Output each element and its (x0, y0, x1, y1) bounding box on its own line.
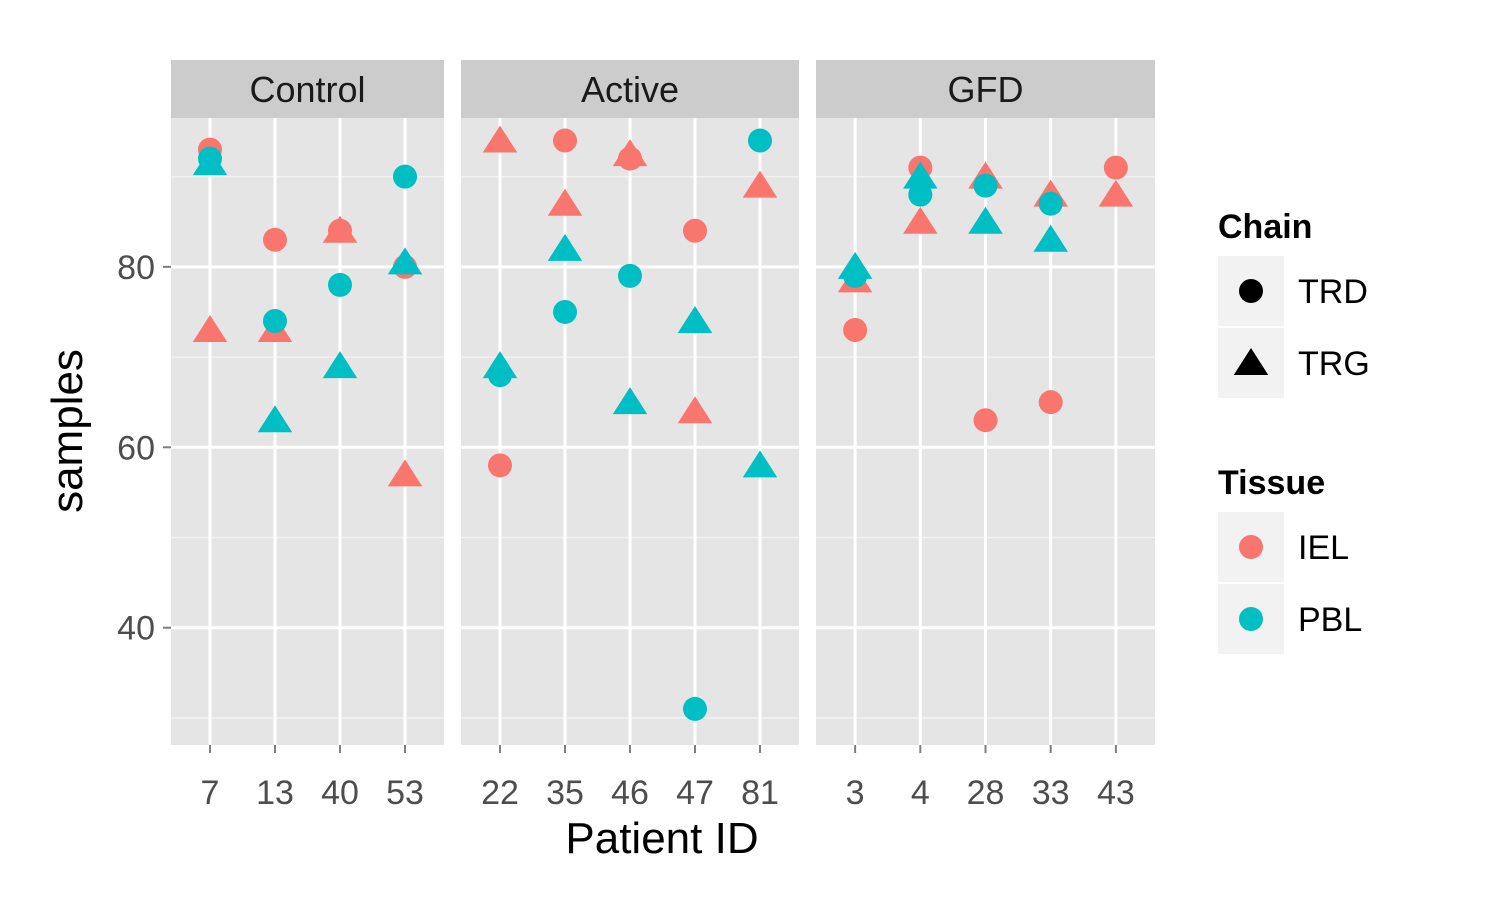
x-tick-label: 28 (967, 774, 1005, 812)
point-iel-trd (683, 218, 707, 243)
point-pbl-trd (1038, 191, 1063, 216)
point-pbl-trd (683, 696, 707, 721)
facet-strip (816, 60, 1155, 118)
points (482, 125, 778, 721)
point-iel-trg (1098, 179, 1134, 207)
point-pbl-trd (618, 263, 642, 288)
point-iel-trg (677, 396, 713, 424)
legend-circle-key (1239, 279, 1263, 303)
point-pbl-trg (742, 450, 778, 478)
point-pbl-trd (908, 182, 933, 207)
panel-control: 7 13 40 53 Control (171, 60, 444, 812)
point-pbl-trg (192, 148, 228, 176)
legend-circle-key (1239, 535, 1263, 559)
point-iel-trd (1038, 390, 1063, 415)
x-tick-label: 43 (1097, 774, 1135, 812)
facet-strip (461, 60, 799, 118)
legend-chain: Chain TRD TRG (1218, 208, 1370, 398)
facet-strip (171, 60, 444, 118)
point-pbl-trg (547, 233, 583, 261)
y-tick-label: 40 (117, 610, 155, 648)
points (192, 137, 423, 487)
point-iel-trg (192, 315, 228, 343)
x-tick-label: 7 (201, 774, 220, 812)
point-iel-trd (553, 128, 577, 153)
point-pbl-trd (748, 128, 772, 153)
panel-background (171, 118, 444, 745)
point-iel-trd (973, 408, 998, 433)
x-tick-label: 35 (546, 774, 584, 812)
legend-item-label: TRD (1298, 273, 1368, 311)
point-iel-trd (263, 227, 287, 252)
point-iel-trd (618, 146, 642, 171)
point-pbl-trg (968, 206, 1003, 234)
point-pbl-trd (488, 363, 512, 388)
point-pbl-trg (1033, 224, 1068, 252)
point-pbl-trg (257, 405, 293, 433)
x-axis-title: Patient ID (565, 814, 758, 863)
x-tick-label: 13 (256, 774, 294, 812)
point-pbl-trg (612, 387, 648, 415)
point-pbl-trd (843, 263, 868, 288)
x-tick-label: 3 (846, 774, 865, 812)
y-tick-label: 60 (117, 429, 155, 467)
point-pbl-trd (973, 173, 998, 198)
legend-item-label: PBL (1298, 601, 1362, 639)
legend-item-label: IEL (1298, 529, 1349, 567)
point-iel-trd (328, 218, 352, 243)
x-tick-label: 33 (1032, 774, 1070, 812)
x-tick-label: 81 (741, 774, 779, 812)
point-iel-trg (387, 459, 423, 487)
y-axis-title: samples (43, 349, 92, 513)
point-iel-trg (547, 188, 583, 216)
facet-strip-label: GFD (948, 69, 1024, 110)
point-pbl-trg (903, 161, 938, 189)
point-pbl-trd (263, 308, 287, 333)
panel-gfd: 3 4 28 33 43 GFD (816, 60, 1155, 812)
y-tick-label: 80 (117, 249, 155, 287)
legend-title: Chain (1218, 208, 1312, 246)
x-tick-label: 46 (611, 774, 649, 812)
point-iel-trg (742, 170, 778, 198)
x-tick-label: 47 (676, 774, 714, 812)
panel-active: 22 35 46 47 81 Active (461, 60, 799, 812)
point-iel-trd (488, 453, 512, 478)
point-pbl-trd (328, 272, 352, 297)
point-iel-trd (843, 318, 868, 343)
y-axis: 40 60 80 (117, 249, 171, 648)
legend: Chain TRD TRG Tissue IEL PBL (1218, 208, 1370, 654)
legend-circle-key (1239, 607, 1263, 631)
x-tick-label: 4 (911, 774, 930, 812)
x-tick-label: 53 (386, 774, 424, 812)
legend-triangle-key (1233, 348, 1269, 375)
point-iel-trg (482, 125, 518, 153)
facet-strip-label: Control (249, 69, 365, 110)
point-pbl-trd (553, 299, 577, 324)
point-pbl-trg (387, 247, 423, 275)
legend-title: Tissue (1218, 464, 1325, 502)
point-pbl-trd (393, 164, 417, 189)
facet-strip-label: Active (581, 69, 679, 110)
x-tick-label: 22 (481, 774, 519, 812)
points (837, 155, 1134, 433)
legend-tissue: Tissue IEL PBL (1218, 464, 1362, 654)
panels-layer: 7 13 40 53 Control 22 35 46 47 81 Active 3 4 28 33 43 GF… (171, 60, 1155, 812)
point-pbl-trg (322, 351, 358, 379)
point-pbl-trg (677, 305, 713, 333)
point-iel-trd (1103, 155, 1128, 180)
point-iel-trg (903, 206, 938, 234)
legend-item-label: TRG (1298, 345, 1370, 383)
x-tick-label: 40 (321, 774, 359, 812)
